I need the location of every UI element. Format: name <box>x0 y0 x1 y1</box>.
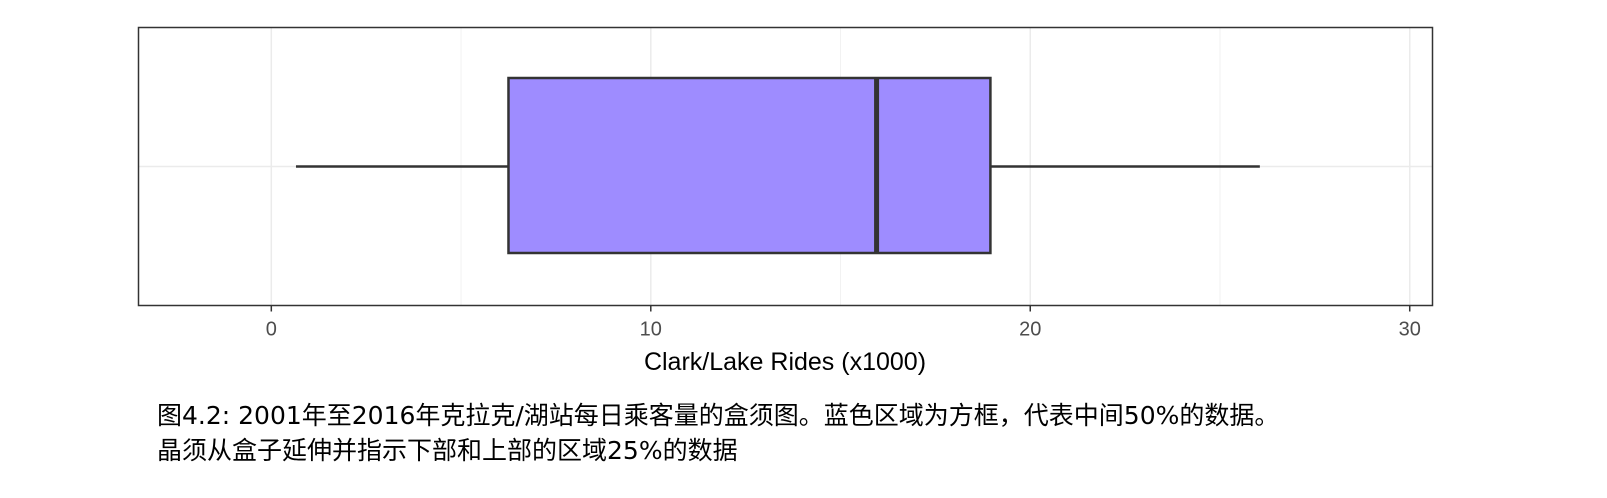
x-tick-label-1: 10 <box>640 319 662 341</box>
interquartile-box <box>507 76 992 255</box>
x-axis-title: Clark/Lake Rides (x1000) <box>644 348 926 376</box>
x-tick-label-3: 30 <box>1399 319 1421 341</box>
x-tick-label-2: 20 <box>1019 319 1041 341</box>
box-marks <box>295 76 1260 255</box>
x-axis: 0 10 20 30 <box>266 305 1421 341</box>
boxplot-chart: 0 10 20 30 Clark/Lake Rides (x1000) <box>137 26 1434 376</box>
plot-panel-border <box>137 26 1434 307</box>
x-tick-label-0: 0 <box>266 319 277 341</box>
figure-caption: 图4.2: 2001年至2016年克拉克/湖站每日乘客量的盒须图。蓝色区域为方框… <box>157 398 1577 468</box>
caption-line-1: 图4.2: 2001年至2016年克拉克/湖站每日乘客量的盒须图。蓝色区域为方框… <box>157 401 1280 430</box>
caption-line-2: 晶须从盒子延伸并指示下部和上部的区域25%的数据 <box>157 436 738 465</box>
